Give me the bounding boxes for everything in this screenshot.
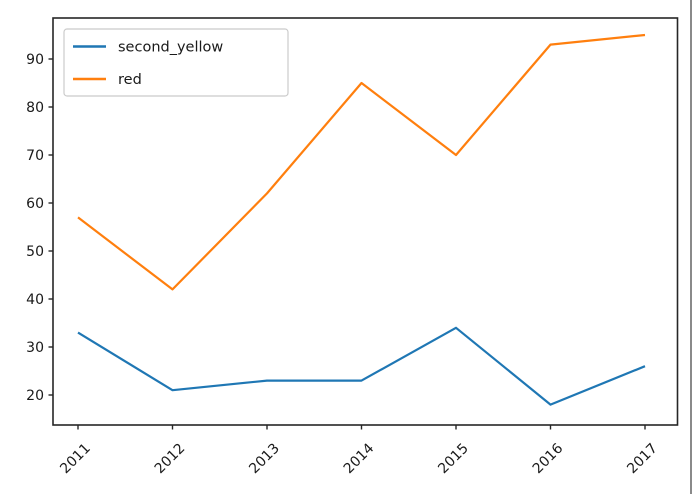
series-line-red [77,33,646,291]
y-axis-tick-label: 40 [26,292,44,308]
legend-label-red: red [118,72,142,88]
y-axis-tick-label: 70 [26,148,44,164]
y-axis-tick-label: 50 [26,244,44,260]
legend-label-second_yellow: second_yellow [118,40,223,56]
y-axis-tick-label: 90 [26,52,44,68]
y-axis-tick-label: 80 [26,100,44,116]
plot-area-frame [52,17,679,426]
window-right-edge [690,0,692,494]
legend-box [63,28,289,97]
series-line-second_yellow [77,326,646,406]
y-axis-tick-label: 60 [26,196,44,212]
y-axis-tick-label: 20 [26,388,44,404]
y-axis-tick-label: 30 [26,340,44,356]
